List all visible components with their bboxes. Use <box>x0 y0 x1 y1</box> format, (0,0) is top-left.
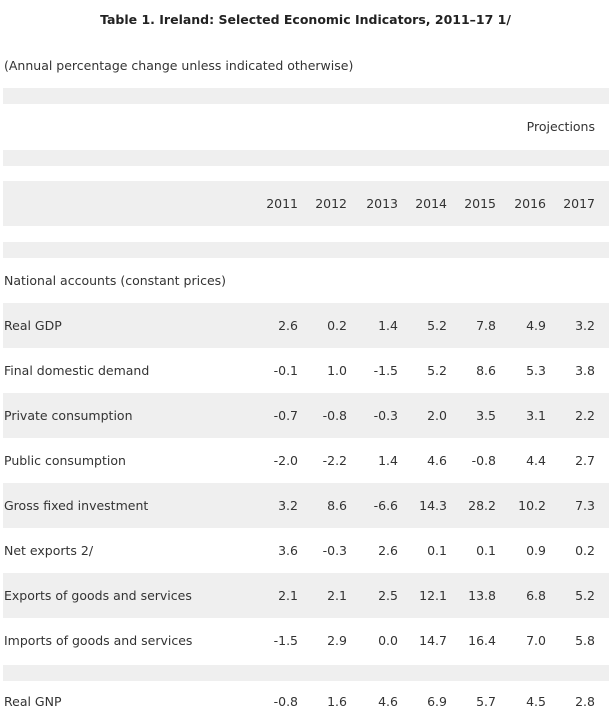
row-label: Gross fixed investment <box>4 498 149 513</box>
table-cell: -6.6 <box>373 498 398 513</box>
table-cell: 4.6 <box>427 453 447 468</box>
table-title: Table 1. Ireland: Selected Economic Indi… <box>100 11 511 27</box>
table-row: Imports of goods and services -1.5 2.9 0… <box>3 618 609 663</box>
spacer-row <box>3 242 609 258</box>
table-cell: 2.7 <box>575 453 595 468</box>
table-cell: -0.3 <box>373 408 398 423</box>
table-cell: 1.4 <box>378 318 398 333</box>
table-cell: 5.3 <box>526 363 546 378</box>
row-label: Exports of goods and services <box>4 588 192 603</box>
table-cell: -2.0 <box>273 453 298 468</box>
year-header: 2013 <box>366 196 398 211</box>
table-cell: 5.2 <box>427 363 447 378</box>
table-cell: 3.1 <box>526 408 546 423</box>
table-cell: 0.2 <box>575 543 595 558</box>
table-cell: 2.9 <box>327 633 347 648</box>
spacer-row <box>3 150 609 166</box>
table-cell: 1.0 <box>327 363 347 378</box>
table-cell: -0.8 <box>471 453 496 468</box>
table-cell: 4.5 <box>526 693 546 709</box>
row-label: Public consumption <box>4 453 126 468</box>
table-cell: 3.5 <box>476 408 496 423</box>
table-cell: -2.2 <box>322 453 347 468</box>
row-label: Final domestic demand <box>4 363 150 378</box>
table-cell: 10.2 <box>518 498 546 513</box>
table-cell: 4.9 <box>526 318 546 333</box>
table-cell: 14.3 <box>419 498 447 513</box>
table-cell: 4.6 <box>378 693 398 709</box>
year-header: 2015 <box>464 196 496 211</box>
table-cell: 28.2 <box>468 498 496 513</box>
table-cell: 0.2 <box>327 318 347 333</box>
table-cell: 0.1 <box>427 543 447 558</box>
year-header: 2012 <box>315 196 347 211</box>
table-note: (Annual percentage change unless indicat… <box>4 57 354 73</box>
table-cell: 7.8 <box>476 318 496 333</box>
table-cell: -0.8 <box>322 408 347 423</box>
table-row: Real GNP -0.8 1.6 4.6 6.9 5.7 4.5 2.8 <box>3 686 609 716</box>
table-row: Public consumption -2.0 -2.2 1.4 4.6 -0.… <box>3 438 609 483</box>
table-cell: 2.8 <box>575 693 595 709</box>
table-cell: 2.1 <box>278 588 298 603</box>
table-cell: 6.9 <box>427 693 447 709</box>
table-cell: 12.1 <box>419 588 447 603</box>
table-cell: -1.5 <box>273 633 298 648</box>
table-cell: 8.6 <box>327 498 347 513</box>
table-cell: 3.2 <box>278 498 298 513</box>
table-cell: 3.2 <box>575 318 595 333</box>
table-cell: 5.2 <box>575 588 595 603</box>
table-cell: -0.8 <box>273 693 298 709</box>
year-header: 2016 <box>514 196 546 211</box>
table-cell: -0.3 <box>322 543 347 558</box>
table-cell: 0.1 <box>476 543 496 558</box>
table-cell: 1.6 <box>327 693 347 709</box>
table-cell: -0.1 <box>273 363 298 378</box>
table-cell: 7.3 <box>575 498 595 513</box>
table-cell: 2.2 <box>575 408 595 423</box>
table-cell: 0.0 <box>378 633 398 648</box>
table-row: Net exports 2/ 3.6 -0.3 2.6 0.1 0.1 0.9 … <box>3 528 609 573</box>
table-row: Gross fixed investment 3.2 8.6 -6.6 14.3… <box>3 483 609 528</box>
table-cell: 14.7 <box>419 633 447 648</box>
table-row: Exports of goods and services 2.1 2.1 2.… <box>3 573 609 618</box>
table-cell: 2.6 <box>278 318 298 333</box>
table-cell: 4.4 <box>526 453 546 468</box>
year-header: 2017 <box>563 196 595 211</box>
table-cell: 0.9 <box>526 543 546 558</box>
table-row: Final domestic demand -0.1 1.0 -1.5 5.2 … <box>3 348 609 393</box>
spacer-row <box>3 665 609 681</box>
table-cell: 6.8 <box>526 588 546 603</box>
table-cell: 3.6 <box>278 543 298 558</box>
table-cell: 16.4 <box>468 633 496 648</box>
years-header-row: 2011 2012 2013 2014 2015 2016 2017 <box>3 181 609 226</box>
table-cell: 2.0 <box>427 408 447 423</box>
table-cell: 8.6 <box>476 363 496 378</box>
table-cell: 2.6 <box>378 543 398 558</box>
row-label: Private consumption <box>4 408 133 423</box>
row-label: Real GNP <box>4 693 62 709</box>
row-label: Real GDP <box>4 318 62 333</box>
table-cell: 5.8 <box>575 633 595 648</box>
spacer-row <box>3 88 609 104</box>
table-cell: 5.2 <box>427 318 447 333</box>
projections-header-row: Projections <box>3 112 609 140</box>
table-cell: 5.7 <box>476 693 496 709</box>
projections-label: Projections <box>526 118 595 134</box>
year-header: 2014 <box>415 196 447 211</box>
table-cell: 13.8 <box>468 588 496 603</box>
table-cell: 3.8 <box>575 363 595 378</box>
table-cell: 2.1 <box>327 588 347 603</box>
row-label: Imports of goods and services <box>4 633 193 648</box>
table-cell: -1.5 <box>373 363 398 378</box>
table-cell: -0.7 <box>273 408 298 423</box>
table-cell: 2.5 <box>378 588 398 603</box>
row-label: Net exports 2/ <box>4 543 94 558</box>
table-cell: 1.4 <box>378 453 398 468</box>
table-row: Real GDP 2.6 0.2 1.4 5.2 7.8 4.9 3.2 <box>3 303 609 348</box>
year-header: 2011 <box>266 196 298 211</box>
table-cell: 7.0 <box>526 633 546 648</box>
section-heading: National accounts (constant prices) <box>4 272 227 288</box>
table-row: Private consumption -0.7 -0.8 -0.3 2.0 3… <box>3 393 609 438</box>
